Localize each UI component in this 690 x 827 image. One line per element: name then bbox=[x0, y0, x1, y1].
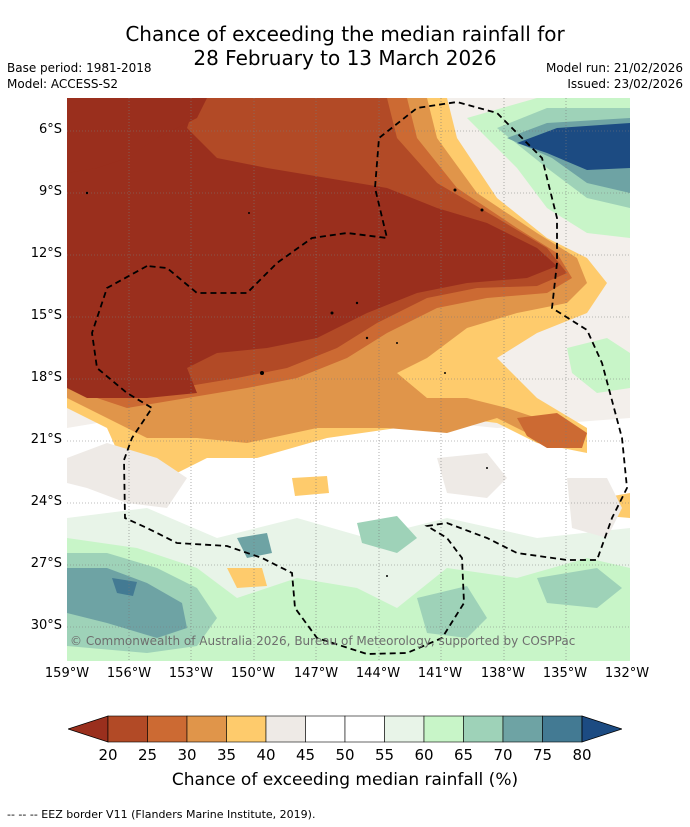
map-title: Chance of exceeding the median rainfall … bbox=[0, 22, 690, 70]
lon-label: 156°W bbox=[106, 666, 152, 681]
region-teal-south-centre bbox=[417, 586, 487, 638]
lat-label: 30°S bbox=[30, 618, 62, 633]
region-teal-south-east bbox=[537, 568, 622, 608]
colorbar-tick-label: 70 bbox=[493, 746, 513, 764]
colorbar-segment bbox=[542, 715, 583, 743]
meta-left: Base period: 1981-2018 Model: ACCESS-S2 bbox=[7, 60, 152, 92]
issued-date: Issued: 23/02/2026 bbox=[567, 77, 683, 91]
lat-label: 12°S bbox=[30, 246, 62, 261]
colorbar-tick-label: 55 bbox=[374, 746, 395, 764]
region-neutral-gray-1 bbox=[67, 443, 187, 508]
colorbar bbox=[68, 715, 622, 743]
region-darkblue-north-east bbox=[517, 123, 630, 170]
region-darkbrown-dry bbox=[67, 98, 557, 398]
colorbar-tick-label: 50 bbox=[335, 746, 355, 764]
colorbar-segment bbox=[186, 715, 227, 743]
colorbar-segment bbox=[502, 715, 543, 743]
colorbar-tick-label: 30 bbox=[177, 746, 197, 764]
lon-label: 132°W bbox=[604, 666, 650, 681]
eez-footnote: -- -- -- EEZ border V11 (Flanders Marine… bbox=[7, 808, 316, 821]
colorbar-segment bbox=[305, 715, 346, 743]
islands bbox=[85, 188, 488, 577]
lon-label: 141°W bbox=[417, 666, 463, 681]
lat-label: 21°S bbox=[30, 432, 62, 447]
region-orange-south bbox=[227, 568, 267, 588]
region-blue-south-west bbox=[67, 568, 187, 638]
region-green-east bbox=[567, 338, 630, 393]
colorbar-tick-label: 25 bbox=[137, 746, 158, 764]
colorbar-title: Chance of exceeding median rainfall (%) bbox=[171, 770, 519, 790]
graticule bbox=[67, 98, 630, 661]
title-line-1: Chance of exceeding the median rainfall … bbox=[125, 22, 565, 46]
colorbar-segment bbox=[384, 715, 425, 743]
colorbar-segment bbox=[344, 715, 385, 743]
meta-right: Model run: 21/02/2026 Issued: 23/02/2026 bbox=[546, 60, 683, 92]
colorbar-extend-high bbox=[581, 715, 622, 743]
lon-label: 147°W bbox=[293, 666, 339, 681]
colorbar-segment bbox=[423, 715, 464, 743]
colorbar-tick-label: 45 bbox=[295, 746, 316, 764]
colorbar-segment bbox=[463, 715, 504, 743]
region-teal-mid bbox=[357, 516, 417, 553]
colorbar-segment bbox=[147, 715, 188, 743]
lon-label: 150°W bbox=[230, 666, 276, 681]
colorbar-tick-label: 60 bbox=[414, 746, 434, 764]
colorbar-tick-label: 65 bbox=[453, 746, 474, 764]
colorbar-tick-label: 80 bbox=[572, 746, 592, 764]
lat-label: 24°S bbox=[30, 494, 62, 509]
region-darkbrown-top bbox=[67, 98, 207, 173]
region-deep-south-west bbox=[112, 578, 137, 596]
lon-label: 135°W bbox=[542, 666, 588, 681]
colorbar-extend-low bbox=[68, 715, 109, 743]
lon-label: 153°W bbox=[168, 666, 214, 681]
lon-label: 144°W bbox=[355, 666, 401, 681]
colorbar-tick-label: 40 bbox=[256, 746, 276, 764]
colorbar-segment bbox=[265, 715, 306, 743]
colorbar-tick-label: 75 bbox=[532, 746, 553, 764]
region-redorange-south-east bbox=[517, 413, 587, 448]
colorbar-segment bbox=[107, 715, 148, 743]
lat-label: 27°S bbox=[30, 556, 62, 571]
lat-label: 9°S bbox=[38, 184, 62, 199]
lat-label: 18°S bbox=[30, 370, 62, 385]
colorbar-tick-label: 20 bbox=[98, 746, 118, 764]
map-canvas bbox=[67, 98, 630, 661]
region-neutral-gray-3 bbox=[567, 478, 622, 538]
lon-label: 138°W bbox=[480, 666, 526, 681]
lat-label: 6°S bbox=[38, 122, 62, 137]
title-line-2: 28 February to 13 March 2026 bbox=[193, 46, 497, 70]
rainfall-map: © Commonwealth of Australia 2026, Bureau… bbox=[67, 98, 630, 661]
lon-label: 159°W bbox=[44, 666, 90, 681]
colorbar-segment bbox=[226, 715, 267, 743]
model-name: Model: ACCESS-S2 bbox=[7, 77, 119, 91]
region-orange-south-2 bbox=[292, 476, 329, 496]
copyright-notice: © Commonwealth of Australia 2026, Bureau… bbox=[70, 634, 576, 648]
lat-label: 15°S bbox=[30, 308, 62, 323]
model-run: Model run: 21/02/2026 bbox=[545, 61, 683, 75]
region-neutral-gray-2 bbox=[437, 453, 507, 498]
colorbar-tick-label: 35 bbox=[216, 746, 237, 764]
base-period: Base period: 1981-2018 bbox=[7, 61, 152, 75]
